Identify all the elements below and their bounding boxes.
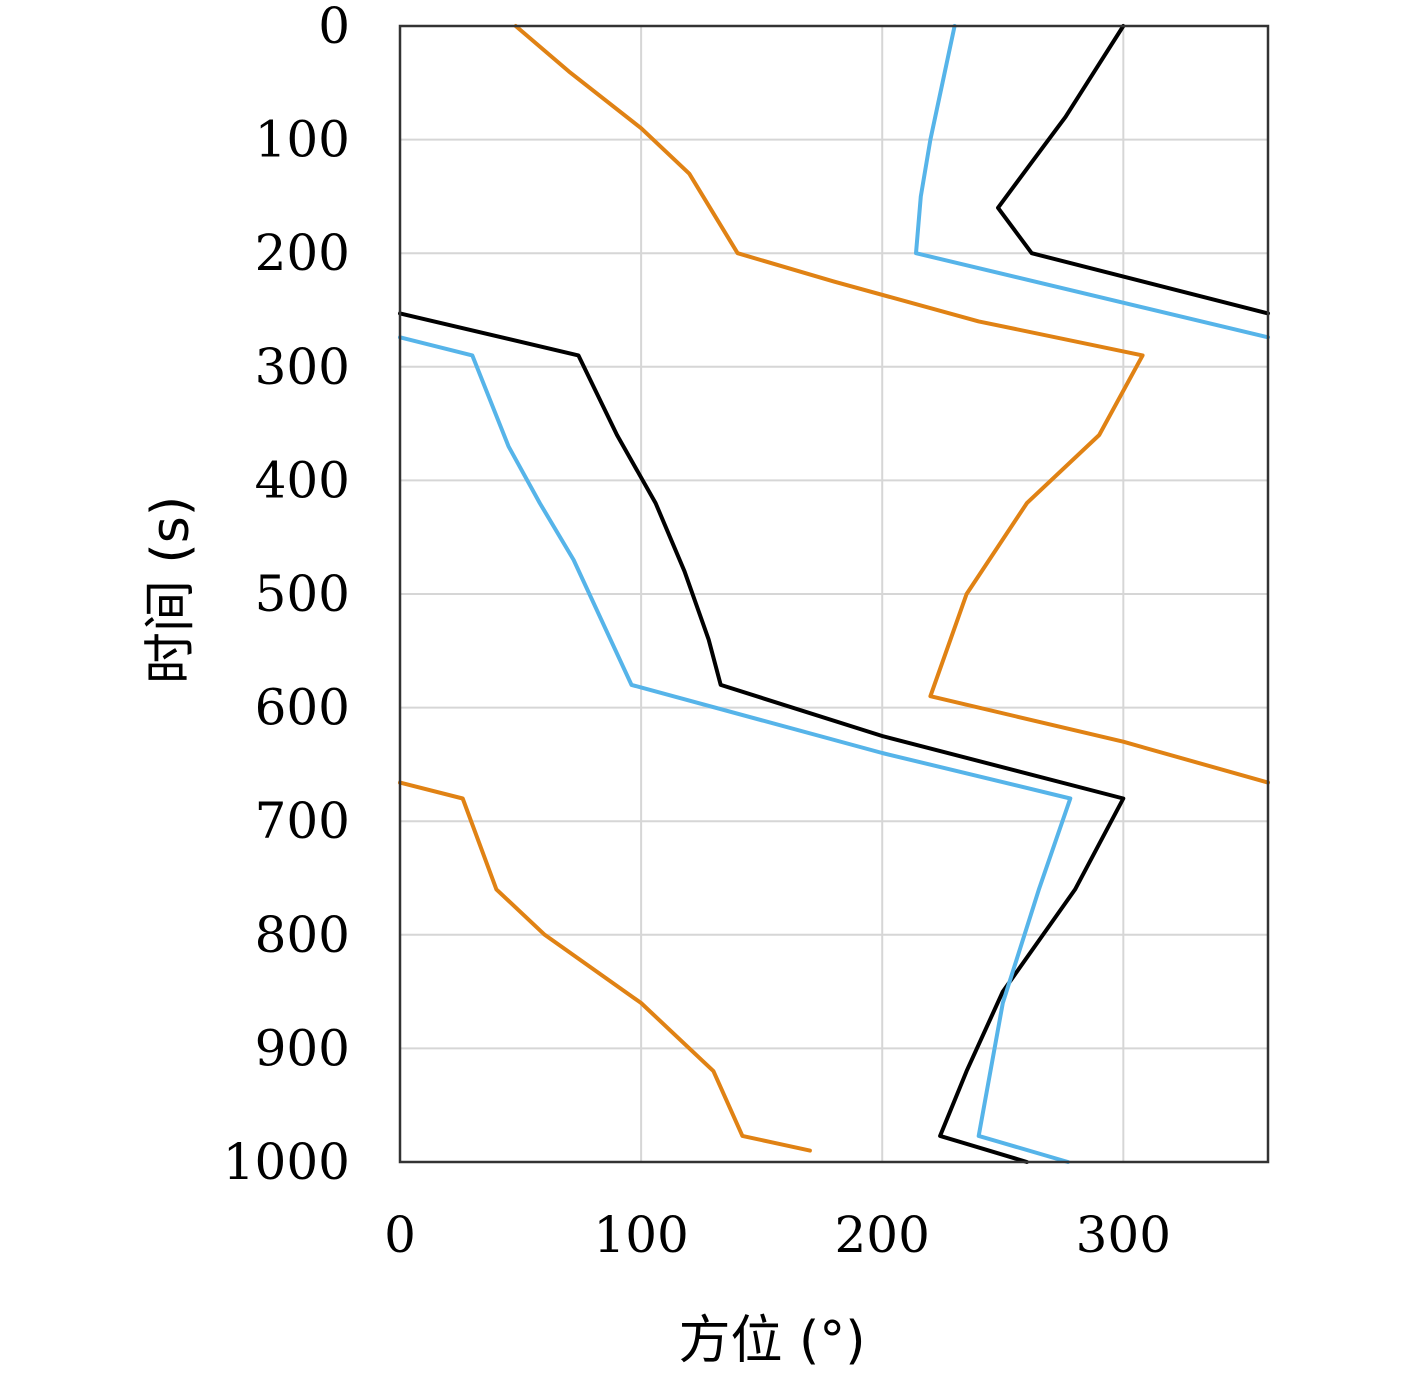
y-tick-label: 800 <box>255 906 350 964</box>
series-2-segment-2 <box>398 335 1073 1164</box>
series-3-segment-2 <box>398 780 812 1153</box>
series-2-segment-1 <box>914 24 1270 340</box>
y-tick-label: 600 <box>255 679 350 737</box>
x-tick-label: 300 <box>1076 1206 1171 1264</box>
series-1-segment-2 <box>398 311 1126 1164</box>
y-axis-ticks: 0 100 200 300 400 500 600 700 800 900 1000 <box>223 0 350 1191</box>
y-tick-label: 100 <box>255 111 350 169</box>
y-tick-label: 400 <box>255 451 350 509</box>
y-tick-label: 300 <box>255 338 350 396</box>
y-tick-label: 700 <box>255 792 350 850</box>
x-axis-label: 方位 (°) <box>678 1311 865 1371</box>
plot-series <box>398 24 1270 1164</box>
series-3-segment-1 <box>513 24 1270 785</box>
y-axis-label: 时间 (s) <box>141 496 201 684</box>
y-tick-label: 0 <box>318 0 350 55</box>
x-tick-label: 0 <box>384 1206 416 1264</box>
x-tick-label: 100 <box>593 1206 688 1264</box>
y-tick-label: 200 <box>255 224 350 282</box>
x-axis-ticks: 0 100 200 300 <box>384 1206 1171 1264</box>
x-tick-label: 200 <box>835 1206 930 1264</box>
grid <box>399 25 1268 1163</box>
y-tick-label: 1000 <box>223 1133 350 1191</box>
series-1-segment-1 <box>996 24 1270 316</box>
y-tick-label: 900 <box>255 1019 350 1077</box>
y-tick-label: 500 <box>255 565 350 623</box>
plot-frame <box>398 24 1270 1164</box>
